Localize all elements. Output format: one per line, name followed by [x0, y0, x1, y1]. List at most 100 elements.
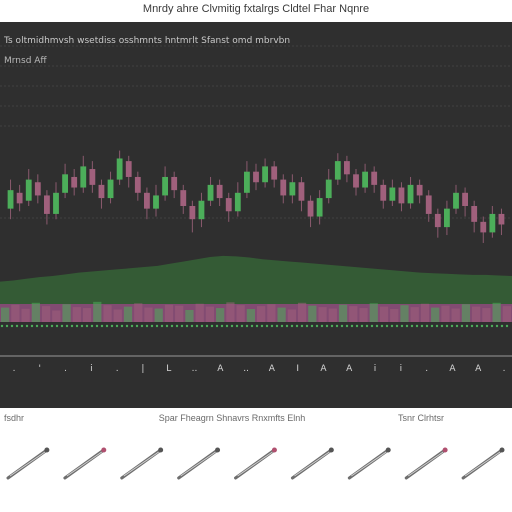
volume-dot — [450, 324, 454, 328]
volume-dot — [30, 324, 34, 328]
volume-bar — [287, 309, 296, 322]
volume-dot — [335, 324, 339, 328]
volume-dot — [360, 324, 364, 328]
volume-bar — [72, 307, 81, 322]
volume-dot — [340, 324, 344, 328]
x-tick-label: . — [116, 364, 119, 374]
x-tick-label: i — [400, 364, 403, 374]
chart-header-line: Ts oltmidhmvsh wsetdiss osshmnts hntmrlt… — [4, 36, 291, 46]
volume-dot — [130, 324, 134, 328]
x-tick-label: I — [296, 364, 299, 374]
volume-bar — [502, 306, 511, 322]
volume-dot — [235, 324, 239, 328]
volume-dot — [465, 324, 469, 328]
volume-dot — [45, 324, 49, 328]
volume-dot — [105, 324, 109, 328]
candle-body — [144, 192, 150, 209]
volume-dot — [25, 324, 29, 328]
candle-body — [262, 166, 268, 183]
volume-bar — [185, 310, 194, 322]
candle-body — [453, 192, 459, 209]
volume-dot — [265, 324, 269, 328]
volume-dot — [325, 324, 329, 328]
volume-dot — [80, 324, 84, 328]
volume-dot — [160, 324, 164, 328]
volume-bar — [308, 305, 317, 322]
volume-dot — [215, 324, 219, 328]
volume-dot — [430, 324, 434, 328]
x-tick-label: .. — [243, 364, 249, 374]
candle-body — [371, 171, 378, 185]
candle-body — [471, 206, 478, 222]
volume-bar — [52, 310, 61, 322]
volume-dot — [60, 324, 64, 328]
volume-dot — [75, 324, 79, 328]
x-tick-label: A — [269, 364, 276, 374]
volume-dot — [135, 324, 139, 328]
volume-dot — [480, 324, 484, 328]
volume-dot — [505, 324, 509, 328]
volume-bar — [297, 302, 307, 322]
volume-bar — [390, 309, 399, 322]
candle-body — [89, 169, 96, 185]
volume-bar — [103, 305, 112, 322]
volume-dot — [460, 324, 464, 328]
volume-bar — [31, 302, 40, 322]
volume-dot — [410, 324, 414, 328]
volume-bar — [492, 302, 501, 322]
volume-dot — [220, 324, 224, 328]
volume-dot — [380, 324, 384, 328]
volume-bar — [451, 308, 460, 322]
candle-body — [134, 176, 141, 193]
volume-dot — [395, 324, 399, 328]
volume-dot — [490, 324, 494, 328]
volume-bar — [431, 307, 440, 322]
candle-body — [216, 184, 223, 199]
volume-dot — [240, 324, 244, 328]
volume-bar — [144, 307, 153, 322]
volume-dot — [35, 324, 39, 328]
candle-body — [189, 206, 196, 220]
tool-icon — [404, 447, 448, 480]
x-tick-label: A — [320, 364, 327, 374]
volume-dot — [50, 324, 54, 328]
candle-body — [489, 213, 496, 233]
candle-body — [316, 198, 323, 217]
candle-body — [389, 187, 396, 201]
candle-body — [307, 200, 314, 217]
volume-bar — [195, 303, 204, 322]
candle-body — [289, 182, 296, 196]
volume-dot — [300, 324, 304, 328]
candle-body — [444, 208, 450, 228]
tool-icon — [347, 447, 391, 480]
tool-row — [6, 447, 505, 480]
volume-bar — [420, 303, 430, 322]
volume-dot — [170, 324, 174, 328]
candle-body — [153, 195, 159, 209]
volume-bar — [113, 309, 122, 322]
volume-bar — [410, 307, 419, 322]
candle-body — [107, 179, 114, 199]
volume-bar — [175, 305, 184, 322]
candle-body — [16, 192, 23, 204]
volume-bar — [236, 305, 245, 322]
volume-bar — [216, 308, 225, 322]
volume-bar — [328, 308, 337, 322]
volume-dot — [435, 324, 439, 328]
x-tick-label: . — [64, 364, 67, 374]
x-tick-label: .. — [192, 364, 198, 374]
volume-bar — [164, 304, 174, 322]
volume-bar — [379, 306, 389, 322]
volume-dot — [495, 324, 499, 328]
x-tick-label: L — [166, 364, 171, 374]
volume-dot — [10, 324, 14, 328]
volume-bar — [472, 306, 481, 322]
caption-middle: Spar Fheagrn Shnavrs Rnxmfts Elnh — [158, 413, 306, 423]
volume-dot — [165, 324, 169, 328]
volume-dot — [140, 324, 144, 328]
candle-body — [34, 182, 41, 196]
candle-body — [462, 192, 468, 206]
x-tick-label: A — [475, 364, 482, 374]
volume-bar — [461, 304, 471, 322]
